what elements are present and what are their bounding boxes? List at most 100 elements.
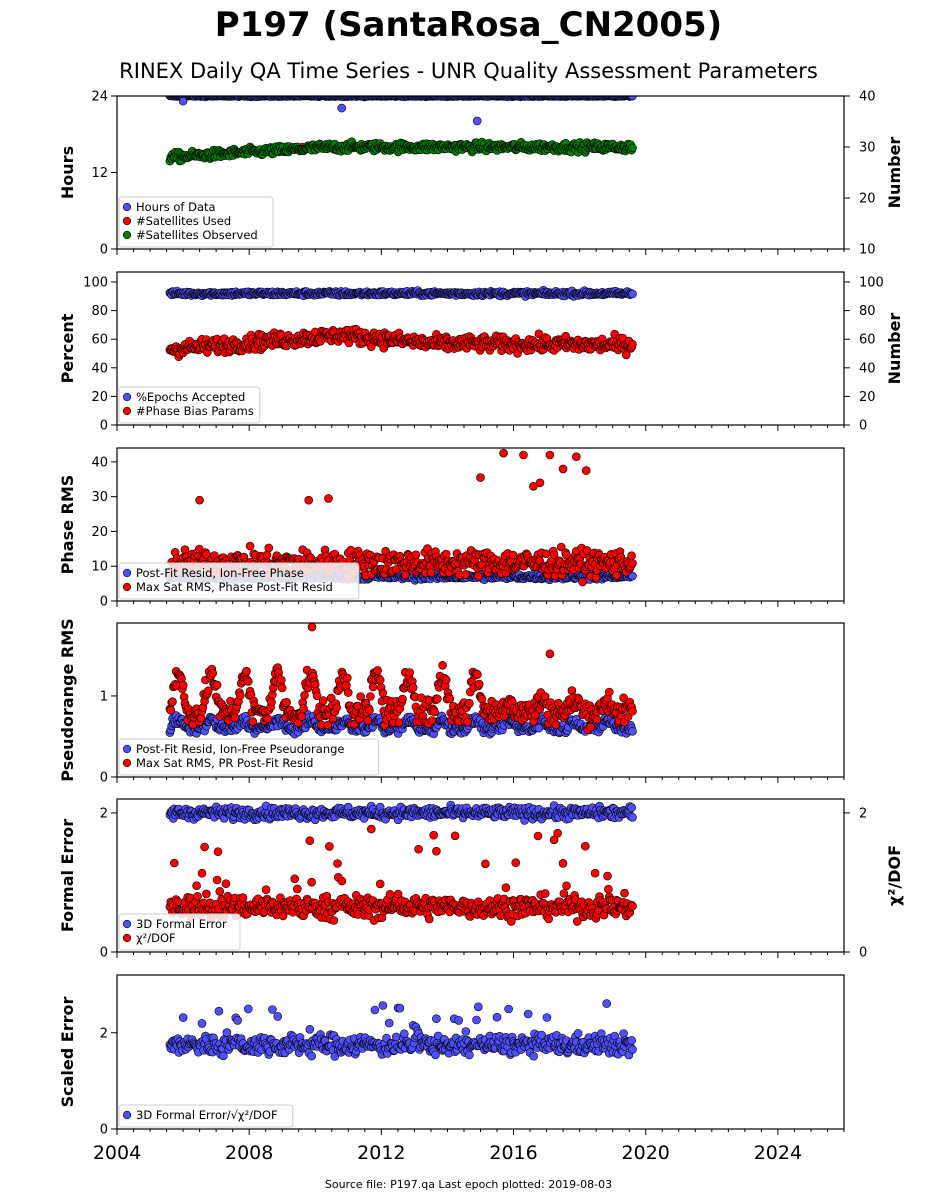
data-point xyxy=(508,550,518,560)
series-red-2 xyxy=(165,623,637,734)
y-left-tick-label: 60 xyxy=(91,333,108,348)
data-point xyxy=(248,717,258,726)
data-point xyxy=(323,720,333,730)
data-point xyxy=(558,464,568,474)
y-left-tick-label: 0 xyxy=(100,243,108,258)
legend-label: #Phase Bias Params xyxy=(136,404,254,418)
y-right-tick-label: 10 xyxy=(859,243,876,258)
data-point xyxy=(195,495,204,505)
series-green-3 xyxy=(165,137,637,166)
legend-label: #Satellites Used xyxy=(136,214,231,228)
data-point xyxy=(612,571,621,580)
y-right-label: Number xyxy=(885,137,904,209)
data-point xyxy=(203,686,213,696)
y-right-tick-label: 60 xyxy=(859,333,876,348)
data-point xyxy=(282,697,291,707)
legend-label: Post-Fit Resid, Ion-Free Pseudorange xyxy=(136,742,344,756)
data-point xyxy=(245,541,255,551)
figure-subtitle: RINEX Daily QA Time Series - UNR Quality… xyxy=(119,59,818,83)
legend-marker xyxy=(122,230,132,240)
y-left-label: Percent xyxy=(58,313,77,383)
data-point xyxy=(549,550,559,560)
data-point xyxy=(373,666,382,675)
data-point xyxy=(375,675,385,685)
data-point xyxy=(230,713,240,723)
data-point xyxy=(299,704,308,714)
data-point xyxy=(628,339,637,349)
figure-title: P197 (SantaRosa_CN2005) xyxy=(215,5,722,45)
legend-box xyxy=(118,386,261,424)
data-point xyxy=(473,571,483,581)
data-point xyxy=(368,682,378,692)
data-point xyxy=(263,714,273,724)
data-point xyxy=(398,694,407,704)
data-point xyxy=(427,716,437,725)
legend-box xyxy=(118,738,380,776)
y-left-label: Phase RMS xyxy=(58,475,77,575)
data-point xyxy=(477,694,487,704)
data-point xyxy=(461,570,471,579)
data-point xyxy=(226,696,235,706)
data-point xyxy=(476,473,485,482)
legend-label: #Satellites Observed xyxy=(136,228,258,242)
data-point xyxy=(581,466,591,475)
y-left-label: Hours xyxy=(58,146,77,199)
y-right-tick-label: 20 xyxy=(859,192,876,207)
data-point xyxy=(562,550,571,560)
legend-label: Post-Fit Resid, Ion-Free Phase xyxy=(136,566,304,580)
data-point xyxy=(262,550,272,560)
data-point xyxy=(441,549,451,559)
data-point xyxy=(324,494,333,503)
data-point xyxy=(267,697,276,707)
data-point xyxy=(363,716,373,725)
data-point xyxy=(529,481,538,491)
data-point xyxy=(328,714,338,724)
data-point xyxy=(242,666,251,676)
y-left-tick-label: 24 xyxy=(91,90,108,105)
data-point xyxy=(628,558,637,568)
y-left-tick-label: 0 xyxy=(100,419,108,434)
legend-label: Max Sat RMS, Phase Post-Fit Resid xyxy=(136,580,333,594)
data-point xyxy=(342,681,351,690)
data-point xyxy=(426,568,436,577)
data-point xyxy=(178,680,188,690)
legend: Hours of Data#Satellites Used#Satellites… xyxy=(118,196,274,248)
data-point xyxy=(465,698,474,708)
y-right-tick-label: 0 xyxy=(859,419,867,434)
legend-box xyxy=(118,196,274,248)
y-right-tick-label: 40 xyxy=(859,361,876,376)
data-point xyxy=(551,720,561,730)
data-point xyxy=(405,668,415,677)
data-point xyxy=(473,670,482,679)
legend-label: %Epochs Accepted xyxy=(136,390,245,404)
series-blue-1 xyxy=(165,800,637,825)
series-group xyxy=(165,623,637,739)
y-left-tick-label: 20 xyxy=(91,390,108,405)
y-right-tick-label: 30 xyxy=(859,141,876,156)
y-left-tick-label: 12 xyxy=(91,166,108,181)
data-point xyxy=(519,450,528,460)
y-right-tick-label: 40 xyxy=(859,90,876,105)
data-point xyxy=(430,707,439,717)
y-left-tick-label: 0 xyxy=(100,771,108,786)
data-point xyxy=(378,688,388,698)
series-group xyxy=(165,96,637,166)
y-right-tick-label: 100 xyxy=(859,276,884,291)
data-point xyxy=(366,692,375,701)
data-point xyxy=(604,687,614,697)
legend-marker xyxy=(122,758,132,768)
data-point xyxy=(166,705,176,715)
legend-marker xyxy=(122,568,132,578)
series-blue-1 xyxy=(165,285,637,301)
data-point xyxy=(463,717,472,727)
data-point xyxy=(343,688,353,697)
data-point xyxy=(342,673,352,683)
data-point xyxy=(297,712,307,721)
y-left-tick-label: 10 xyxy=(91,560,108,575)
data-point xyxy=(356,692,365,701)
data-point xyxy=(499,448,508,458)
data-point xyxy=(312,691,322,701)
series-red-2 xyxy=(165,324,637,362)
